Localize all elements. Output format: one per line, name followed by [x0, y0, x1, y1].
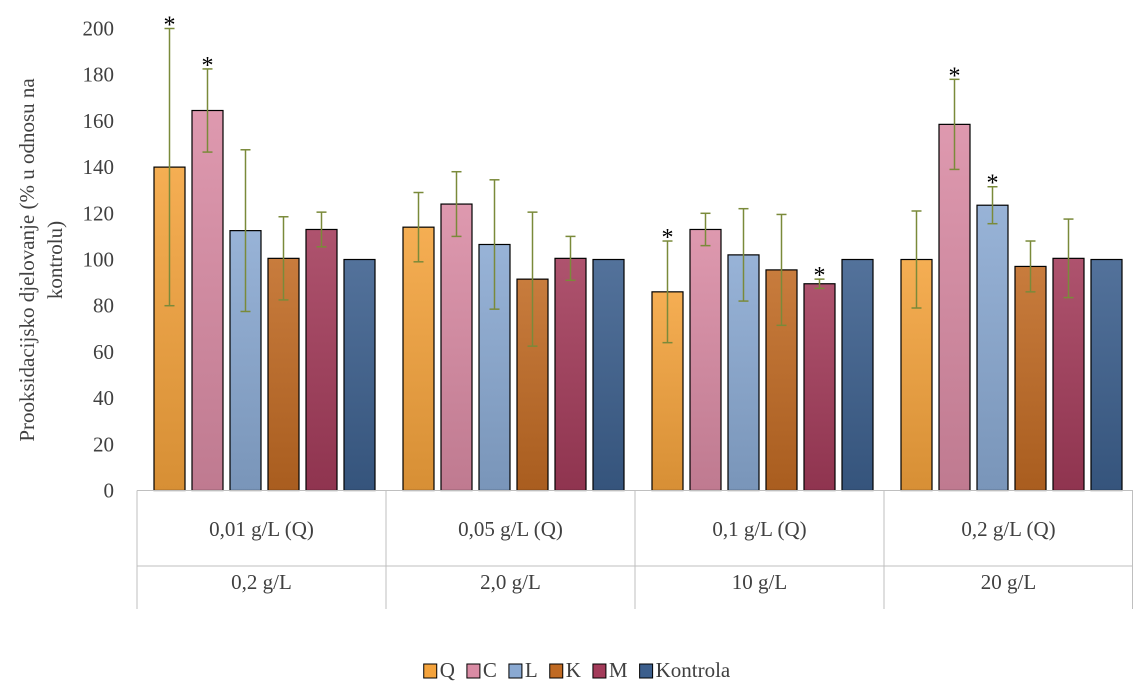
legend-swatch-q — [423, 663, 438, 679]
legend-swatch-l — [508, 663, 523, 679]
legend-swatch-kontrola — [639, 663, 654, 679]
bar-kontrola-4 — [1090, 258, 1123, 492]
y-tick-label: 60 — [93, 340, 114, 364]
x-category-label-top: 0,1 g/L (Q) — [712, 517, 806, 541]
x-axis: 0,01 g/L (Q) 0,2 g/L 0,05 g/L (Q) 2,0 g/L 0,… — [136, 490, 1133, 609]
x-category-label-bottom: 0,2 g/L — [231, 570, 292, 594]
y-tick-label: 180 — [83, 63, 115, 87]
significance-star: * — [202, 53, 214, 79]
bar-m-1 — [305, 228, 338, 492]
bar-c-2 — [440, 203, 473, 492]
bar-c-4 — [938, 123, 971, 492]
legend: Q C L K M Kontrola — [423, 658, 731, 682]
y-tick-label: 200 — [83, 17, 115, 41]
significance-star: * — [814, 263, 826, 289]
bars: * * * * * * — [153, 13, 1123, 492]
legend-swatch-c — [466, 663, 481, 679]
significance-star: * — [987, 171, 999, 197]
y-axis-title-line-1: Prooksidacijsko djelovanje (% u odnosu n… — [15, 78, 39, 442]
y-tick-label: 40 — [93, 386, 114, 410]
y-tick-label: 100 — [83, 248, 115, 272]
legend-label-k: K — [566, 658, 581, 682]
y-axis-title-line-2: kontrolu) — [43, 221, 67, 299]
legend-swatch-k — [549, 663, 564, 679]
y-tick-label: 80 — [93, 294, 114, 318]
legend-swatch-m — [592, 663, 607, 679]
x-category-label-bottom: 20 g/L — [981, 570, 1036, 594]
x-category-label-bottom: 2,0 g/L — [480, 570, 541, 594]
bar-m-3 — [803, 283, 836, 492]
y-tick-label: 140 — [83, 155, 115, 179]
legend-label-kontrola: Kontrola — [656, 658, 731, 682]
x-category-label-top: 0,05 g/L (Q) — [458, 517, 563, 541]
y-tick-label: 120 — [83, 201, 115, 225]
x-category-label-top: 0,01 g/L (Q) — [209, 517, 314, 541]
bar-k-3 — [765, 269, 798, 492]
legend-label-c: C — [483, 658, 497, 682]
legend-label-q: Q — [440, 658, 455, 682]
significance-star: * — [662, 225, 674, 251]
bar-l-4 — [976, 204, 1009, 492]
x-category-label-bottom: 10 g/L — [732, 570, 787, 594]
legend-label-l: L — [525, 658, 538, 682]
bar-k-4 — [1014, 265, 1047, 492]
significance-star: * — [949, 63, 961, 89]
y-axis-ticks: 0 20 40 60 80 100 120 140 160 180 200 — [83, 17, 115, 503]
legend-label-m: M — [609, 658, 628, 682]
bar-c-3 — [689, 228, 722, 492]
significance-star: * — [164, 13, 176, 39]
y-tick-label: 160 — [83, 109, 115, 133]
y-tick-label: 20 — [93, 432, 114, 456]
y-axis-title: Prooksidacijsko djelovanje (% u odnosu n… — [15, 78, 67, 442]
bar-kontrola-2 — [592, 258, 625, 492]
y-tick-label: 0 — [104, 479, 115, 503]
bar-kontrola-3 — [841, 258, 874, 492]
bar-m-2 — [554, 257, 587, 492]
x-category-label-top: 0,2 g/L (Q) — [961, 517, 1055, 541]
bar-c-1 — [191, 109, 224, 492]
bar-q-2 — [402, 226, 435, 492]
bar-kontrola-1 — [343, 258, 376, 492]
